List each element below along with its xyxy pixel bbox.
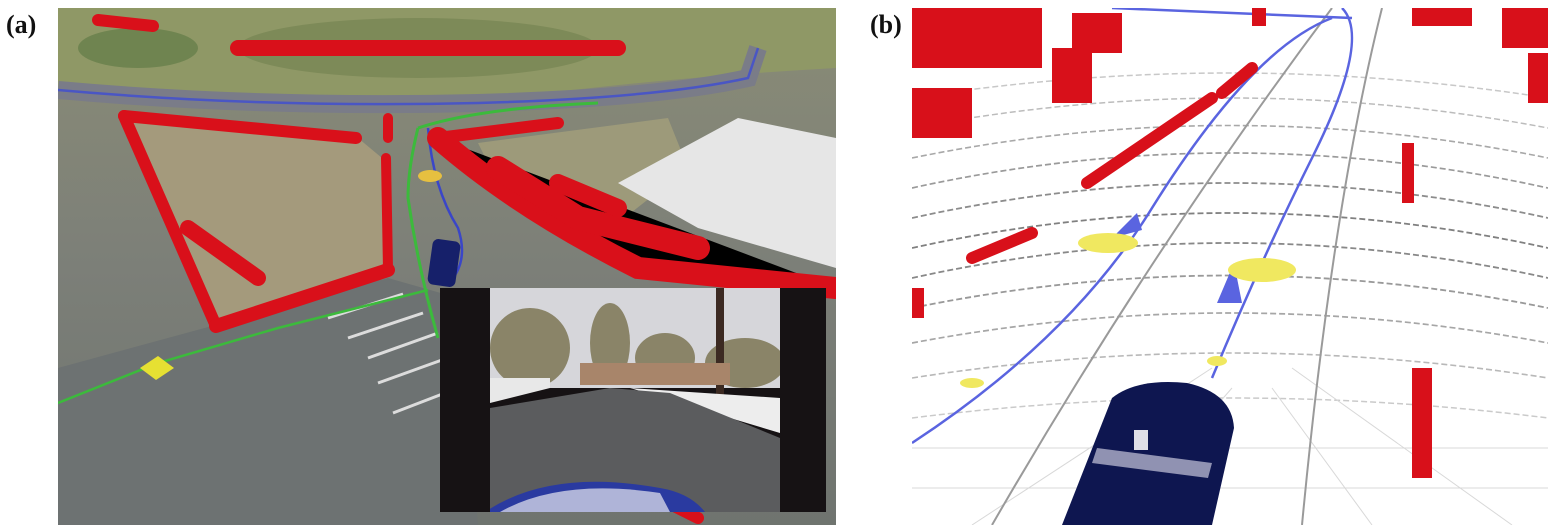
dirt-lot-right (478, 118, 688, 223)
vehicle-marker (427, 239, 461, 287)
panel-label-b: (b) (870, 10, 902, 39)
aerial-view-panel (58, 8, 836, 525)
planned-paths (912, 8, 1354, 445)
parking-lot (58, 278, 478, 525)
point-cloud-scene (912, 8, 1548, 525)
global-path-line (58, 47, 760, 106)
obstacle-points (92, 14, 836, 524)
dirt-lot (126, 116, 388, 326)
wall-left (490, 378, 550, 403)
road-edges (991, 8, 1383, 525)
planned-path-blue (426, 127, 464, 279)
waypoint-marker (140, 356, 174, 380)
vehicle-model (1062, 382, 1234, 525)
direction-arrow-left (1112, 213, 1142, 238)
road-view (490, 388, 780, 512)
point-cloud-panel (912, 8, 1548, 525)
aerial-scene (58, 8, 836, 525)
camera-inset (440, 288, 826, 512)
waypoint-markers (960, 233, 1296, 388)
houses (580, 363, 730, 385)
camera-view (490, 288, 780, 512)
obstacle-columns (912, 8, 1548, 478)
planned-path-green (58, 288, 429, 405)
building-roof (618, 118, 836, 268)
panel-label-a: (a) (6, 10, 37, 39)
utility-pole (716, 288, 724, 398)
